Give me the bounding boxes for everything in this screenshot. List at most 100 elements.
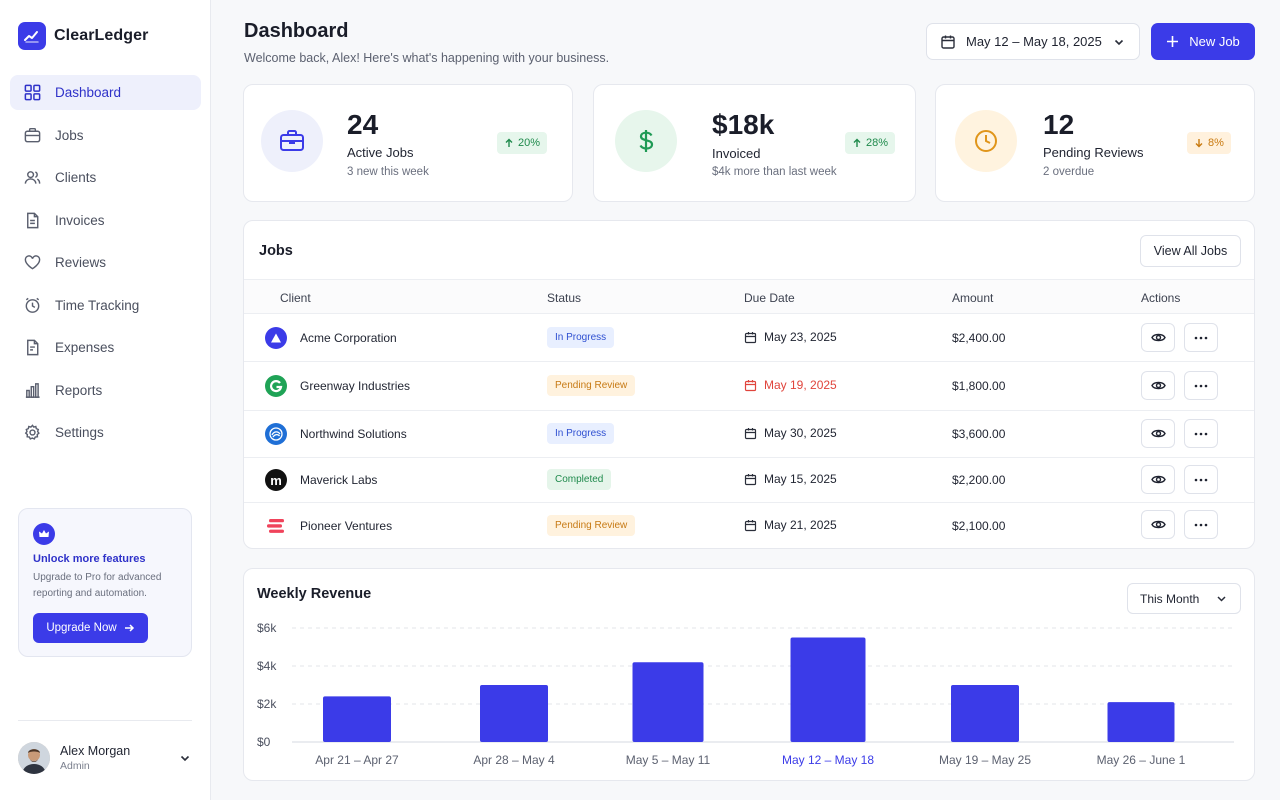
stat-value: 12 bbox=[1043, 109, 1075, 140]
column-header-status[interactable]: Status bbox=[547, 291, 582, 305]
column-header-amount[interactable]: Amount bbox=[952, 291, 994, 305]
column-header-client[interactable]: Client bbox=[280, 291, 311, 305]
due-date: May 30, 2025 bbox=[744, 426, 837, 440]
bar bbox=[1107, 702, 1175, 742]
sidebar-item-label: Time Tracking bbox=[55, 297, 140, 313]
more-options-button[interactable] bbox=[1184, 371, 1218, 400]
table-header: Client Status Due Date Amount Actions bbox=[244, 279, 1254, 314]
period-select[interactable]: This Month bbox=[1127, 583, 1241, 614]
user-profile[interactable]: Alex Morgan Admin bbox=[18, 720, 192, 774]
change-badge: 8% bbox=[1187, 132, 1231, 154]
receipt-icon bbox=[27, 339, 39, 356]
table-row[interactable]: Pioneer Ventures Pending Review May 21, … bbox=[244, 503, 1254, 548]
sidebar-item-reports[interactable]: Reports bbox=[10, 373, 201, 408]
stat-card-pending-reviews: 12 Pending Reviews 2 overdue 8% bbox=[935, 84, 1255, 202]
arrow-up-icon bbox=[853, 138, 861, 147]
acme-logo-icon bbox=[265, 327, 287, 349]
view-button[interactable] bbox=[1141, 419, 1175, 448]
date-range-value: May 12 – May 18, 2025 bbox=[966, 34, 1102, 49]
status-badge: Pending Review bbox=[547, 515, 636, 536]
sidebar-item-label: Clients bbox=[55, 170, 97, 185]
eye-icon bbox=[1150, 381, 1166, 390]
change-value: 20% bbox=[518, 137, 541, 149]
table-row[interactable]: Northwind Solutions In Progress May 30, … bbox=[244, 411, 1254, 458]
table-row[interactable]: Acme Corporation In Progress May 23, 202… bbox=[244, 314, 1254, 362]
page-title: Dashboard bbox=[244, 20, 349, 42]
sidebar-item-time-tracking[interactable]: Time Tracking bbox=[10, 288, 201, 323]
y-tick-label: $4k bbox=[257, 659, 277, 673]
period-select-value: This Month bbox=[1140, 591, 1200, 606]
sidebar-item-label: Expenses bbox=[55, 340, 115, 355]
chevron-down-icon bbox=[1114, 39, 1124, 45]
chevron-down-icon bbox=[1217, 596, 1226, 602]
sidebar-item-reviews[interactable]: Reviews bbox=[10, 245, 201, 280]
amount: $2,200.00 bbox=[952, 473, 1006, 487]
grid-icon bbox=[24, 84, 41, 101]
more-options-button[interactable] bbox=[1184, 323, 1218, 352]
sidebar-item-invoices[interactable]: Invoices bbox=[10, 203, 201, 238]
bar-chart-icon bbox=[25, 382, 40, 398]
sidebar-item-label: Jobs bbox=[55, 127, 84, 143]
bar bbox=[632, 662, 704, 742]
clock-icon bbox=[25, 297, 40, 313]
sidebar-item-expenses[interactable]: Expenses bbox=[10, 330, 201, 365]
view-button[interactable] bbox=[1141, 371, 1175, 400]
sidebar-item-clients[interactable]: Clients bbox=[10, 160, 201, 195]
sidebar-nav: Dashboard Jobs Clients Invoices Reviews … bbox=[10, 75, 201, 458]
due-date-value: May 23, 2025 bbox=[764, 330, 837, 344]
bar bbox=[951, 685, 1019, 742]
view-button[interactable] bbox=[1141, 510, 1175, 539]
more-options-button[interactable] bbox=[1184, 510, 1218, 539]
sidebar-item-dashboard[interactable]: Dashboard bbox=[10, 75, 201, 110]
change-badge: 20% bbox=[497, 132, 548, 154]
pioneer-logo-icon bbox=[265, 515, 287, 537]
upgrade-now-label: Upgrade Now bbox=[46, 622, 117, 634]
chevron-down-icon[interactable] bbox=[178, 751, 192, 765]
sidebar-item-settings[interactable]: Settings bbox=[10, 415, 201, 450]
view-button[interactable] bbox=[1141, 323, 1175, 352]
new-job-button[interactable]: New Job bbox=[1151, 23, 1255, 60]
x-tick-label: Apr 28 – May 4 bbox=[473, 753, 555, 767]
more-options-button[interactable] bbox=[1184, 419, 1218, 448]
stat-label: Invoiced bbox=[712, 146, 761, 161]
more-horizontal-icon bbox=[1194, 432, 1208, 435]
sidebar-item-label: Dashboard bbox=[55, 85, 122, 100]
client-name: Acme Corporation bbox=[300, 331, 397, 345]
date-range-picker[interactable]: May 12 – May 18, 2025 bbox=[926, 23, 1140, 60]
bar bbox=[790, 637, 866, 742]
bar bbox=[480, 685, 548, 742]
sidebar-item-jobs[interactable]: Jobs bbox=[10, 118, 201, 153]
promo-title: Unlock more features bbox=[33, 553, 146, 565]
due-date: May 21, 2025 bbox=[744, 518, 837, 532]
brand[interactable]: ClearLedger bbox=[18, 22, 148, 50]
eye-icon bbox=[1150, 429, 1166, 438]
bar bbox=[323, 696, 391, 742]
eye-icon bbox=[1150, 475, 1166, 484]
stat-value: 24 bbox=[347, 109, 379, 140]
more-horizontal-icon bbox=[1194, 523, 1208, 526]
sidebar-item-label: Invoices bbox=[55, 212, 105, 228]
view-button[interactable] bbox=[1141, 465, 1175, 494]
column-header-actions: Actions bbox=[1141, 291, 1181, 305]
table-row[interactable]: m Maverick Labs Completed May 15, 2025 $… bbox=[244, 458, 1254, 503]
northwind-logo-icon bbox=[265, 423, 287, 445]
revenue-title: Weekly Revenue bbox=[257, 586, 372, 602]
stat-label: Pending Reviews bbox=[1043, 145, 1144, 160]
stat-subtext: $4k more than last week bbox=[712, 166, 837, 178]
more-options-button[interactable] bbox=[1184, 465, 1218, 494]
due-date-value: May 15, 2025 bbox=[764, 472, 837, 486]
calendar-icon bbox=[744, 427, 757, 439]
weekly-revenue-chart: $0 $2k $4k $6k Apr 21 – Apr 27 Apr 28 – May 4… bbox=[257, 621, 1234, 767]
arrow-up-icon bbox=[505, 138, 513, 147]
x-tick-label: May 19 – May 25 bbox=[939, 753, 1031, 767]
table-row[interactable]: Greenway Industries Pending Review May 1… bbox=[244, 362, 1254, 411]
due-date: May 23, 2025 bbox=[744, 330, 837, 344]
upgrade-now-button[interactable]: Upgrade Now bbox=[33, 613, 148, 643]
brand-logo-icon bbox=[18, 22, 46, 50]
column-header-due-date[interactable]: Due Date bbox=[744, 291, 795, 305]
view-all-jobs-button[interactable]: View All Jobs bbox=[1140, 235, 1241, 267]
greenway-logo-icon bbox=[265, 375, 287, 397]
stat-label: Active Jobs bbox=[347, 145, 414, 160]
change-value: 8% bbox=[1208, 137, 1224, 149]
jobs-title: Jobs bbox=[259, 243, 293, 259]
